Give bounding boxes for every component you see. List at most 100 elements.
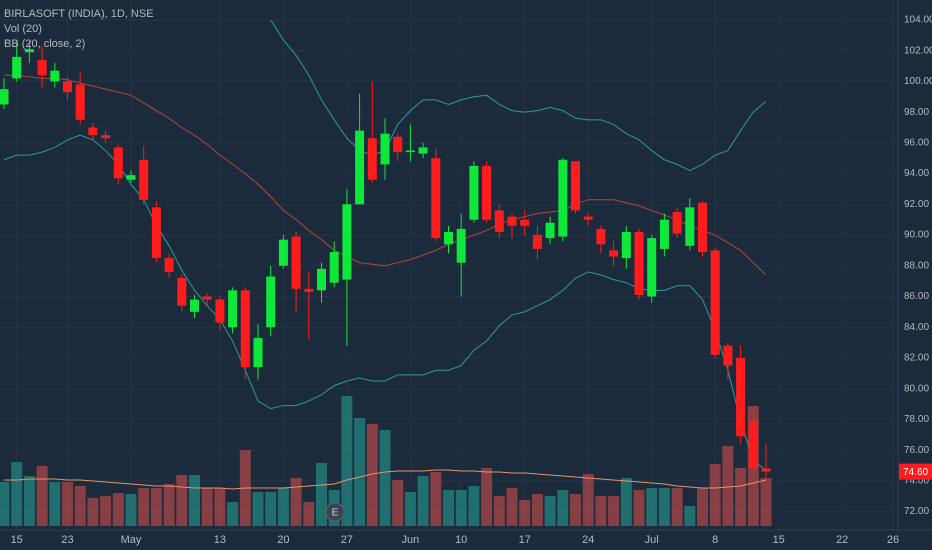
volume-bar — [531, 494, 543, 526]
candle-body — [647, 238, 657, 297]
x-tick-label: 23 — [61, 534, 73, 546]
candle-body — [0, 89, 9, 105]
volume-bar — [468, 486, 480, 526]
candle-body — [50, 70, 60, 82]
candle-body — [367, 138, 377, 180]
volume-bar — [443, 490, 454, 526]
volume-bar — [722, 446, 734, 526]
volume-bar — [49, 482, 61, 526]
x-tick-label: 15 — [11, 534, 23, 546]
x-tick-label: 8 — [712, 534, 718, 546]
x-tick-label: 20 — [277, 534, 289, 546]
candle-body — [469, 165, 479, 220]
candle-body — [278, 239, 288, 266]
volume-bar — [570, 494, 581, 526]
y-tick-label: 72.00 — [904, 506, 929, 517]
volume-bar — [290, 478, 302, 526]
candle-body — [507, 216, 517, 226]
candle-body — [63, 81, 72, 93]
volume-bar — [455, 490, 467, 526]
volume-bar — [430, 472, 442, 526]
volume-bar — [150, 488, 162, 526]
y-tick-label: 86.00 — [904, 291, 929, 302]
candle-body — [723, 345, 733, 366]
earnings-marker[interactable]: E — [325, 502, 345, 522]
candle-body — [405, 150, 415, 153]
volume-bar — [189, 475, 200, 526]
candles — [0, 41, 771, 478]
chart-title: BIRLASOFT (INDIA), 1D, NSE — [4, 8, 154, 20]
candle-body — [571, 161, 580, 211]
volume-bar — [11, 462, 23, 526]
volume-bar — [646, 488, 658, 526]
volume-bar — [125, 494, 137, 526]
candle-body — [583, 216, 593, 220]
volume-legend: Vol (20) — [4, 23, 42, 35]
x-tick-label: 15 — [773, 534, 785, 546]
volume-bar — [0, 482, 10, 526]
candle-body — [596, 228, 606, 245]
y-tick-label: 74.00 — [904, 475, 929, 486]
candle-body — [113, 147, 123, 179]
earnings-label[interactable]: E — [332, 508, 339, 519]
volume-bar — [74, 486, 86, 526]
volume-bar — [620, 478, 632, 526]
volume-bar — [354, 418, 366, 526]
candle-body — [329, 251, 339, 283]
volume-bar — [36, 466, 48, 526]
candle-body — [532, 235, 542, 249]
x-tick-label: 24 — [582, 534, 594, 546]
price-axis — [898, 0, 932, 550]
candle-body — [659, 219, 669, 249]
volume-bar — [735, 468, 747, 526]
candle-body — [380, 133, 390, 165]
candle-body — [164, 258, 174, 272]
earnings-badge[interactable] — [325, 502, 345, 522]
candle-body — [634, 231, 644, 295]
candle-body — [672, 212, 682, 234]
candle-body — [494, 210, 504, 232]
volume-bar — [214, 488, 226, 526]
candle-body — [177, 278, 187, 306]
x-tick-label: 26 — [887, 534, 899, 546]
volume-bar — [265, 492, 277, 526]
y-tick-label: 88.00 — [904, 260, 929, 271]
y-tick-label: 94.00 — [904, 168, 929, 179]
y-tick-label: 102.00 — [904, 45, 932, 56]
volume-bar — [506, 488, 518, 526]
volume-bar — [544, 496, 556, 526]
y-tick-label: 96.00 — [904, 138, 929, 149]
y-tick-label: 80.00 — [904, 383, 929, 394]
x-tick-label: 13 — [214, 534, 226, 546]
volume-bar — [252, 492, 264, 526]
y-tick-label: 100.00 — [904, 76, 932, 87]
candle-body — [151, 207, 161, 259]
volume-bar — [341, 396, 353, 526]
volume-bar — [303, 502, 315, 526]
volume-bar — [633, 490, 645, 526]
volume-bar — [62, 482, 73, 526]
candle-body — [736, 357, 746, 437]
candle-body — [75, 84, 85, 120]
volume-bar — [176, 475, 188, 526]
y-tick-label: 82.00 — [904, 353, 929, 364]
candle-body — [253, 337, 263, 368]
volume-bar — [658, 488, 670, 526]
y-tick-label: 84.00 — [904, 322, 929, 333]
bollinger-legend: BB (20, close, 2) — [4, 38, 85, 50]
volume-bar — [227, 502, 239, 526]
y-tick-label: 78.00 — [904, 414, 929, 425]
volume-bar — [417, 476, 429, 526]
volume-bar — [404, 492, 416, 526]
axes: 15 23 May 13 20 27 Jun 10 17 24 Jul 8 15 22 26 72.00 74.… — [11, 15, 932, 546]
candle-body — [240, 290, 250, 368]
candle-body — [520, 219, 530, 226]
last-price-box — [899, 463, 932, 480]
volume-bar — [163, 484, 175, 526]
volume-bar — [709, 464, 721, 526]
candle-body — [228, 290, 238, 328]
candle-body — [482, 165, 492, 220]
volume-bar — [481, 468, 493, 526]
